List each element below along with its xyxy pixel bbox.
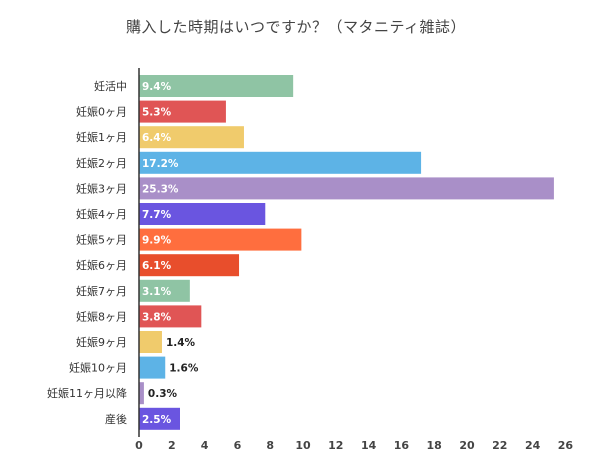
x-tick-label: 20 xyxy=(459,439,475,452)
data-label: 5.3% xyxy=(142,107,172,119)
bar xyxy=(139,203,266,225)
x-tick-label: 14 xyxy=(361,439,377,452)
bar xyxy=(139,279,190,302)
bar xyxy=(139,254,240,277)
data-label: 1.4% xyxy=(166,337,196,349)
bar xyxy=(139,356,166,379)
data-label: 9.4% xyxy=(142,81,172,93)
data-label: 17.2% xyxy=(142,158,179,170)
bar xyxy=(139,151,422,174)
bar xyxy=(139,331,162,353)
x-tick-label: 16 xyxy=(394,439,410,452)
x-tick-label: 4 xyxy=(201,439,209,452)
category-label: 妊娠11ヶ月以降 xyxy=(47,386,127,400)
category-label: 妊娠8ヶ月 xyxy=(76,309,127,323)
x-tick-label: 6 xyxy=(234,439,242,452)
value-labels: 9.4% 5.3% 6.4% 17.2% 25.3% 7.7% 9.9% 6.1% 3.1% 3.… xyxy=(142,81,199,426)
bar xyxy=(139,228,302,251)
x-tick-label: 18 xyxy=(427,439,442,452)
data-label: 25.3% xyxy=(142,183,179,195)
x-tick-label: 24 xyxy=(525,439,541,452)
data-label: 6.1% xyxy=(142,260,172,272)
bar xyxy=(139,75,294,97)
category-label: 妊活中 xyxy=(94,79,127,93)
data-label: 1.6% xyxy=(169,363,199,375)
category-label: 妊娠6ヶ月 xyxy=(76,258,127,272)
x-tick-label: 12 xyxy=(328,439,343,452)
bar xyxy=(139,177,554,200)
category-label: 妊娠1ヶ月 xyxy=(76,130,127,144)
x-tick-label: 22 xyxy=(492,439,507,452)
data-label: 6.4% xyxy=(142,132,172,144)
bar xyxy=(139,126,244,149)
chart-title: 購入した時期はいつですか？（マタニティ雑誌） xyxy=(125,18,467,36)
data-label: 3.8% xyxy=(142,311,172,323)
category-label: 妊娠10ヶ月 xyxy=(69,361,127,375)
x-tick-label: 26 xyxy=(558,439,574,452)
data-label: 2.5% xyxy=(142,414,172,426)
category-label: 産後 xyxy=(105,412,127,426)
bar xyxy=(139,305,202,328)
data-label: 0.3% xyxy=(148,388,178,400)
category-label: 妊娠4ヶ月 xyxy=(76,207,127,221)
category-label: 妊娠0ヶ月 xyxy=(76,105,127,119)
bar xyxy=(139,407,180,430)
category-label: 妊娠9ヶ月 xyxy=(76,335,127,349)
category-label: 妊娠2ヶ月 xyxy=(76,156,127,170)
x-tick-label: 2 xyxy=(168,439,176,452)
category-label: 妊娠3ヶ月 xyxy=(76,181,127,195)
x-axis-ticks: 0 2 4 6 8 10 12 14 16 18 20 22 24 26 xyxy=(135,439,573,452)
bars-group xyxy=(139,75,554,430)
x-tick-label: 0 xyxy=(135,439,143,452)
category-label: 妊娠7ヶ月 xyxy=(76,284,127,298)
data-label: 9.9% xyxy=(142,235,172,247)
x-tick-label: 8 xyxy=(266,439,274,452)
category-label: 妊娠5ヶ月 xyxy=(76,233,127,247)
bar xyxy=(139,382,144,405)
category-labels: 妊活中妊娠0ヶ月妊娠1ヶ月妊娠2ヶ月妊娠3ヶ月妊娠4ヶ月妊娠5ヶ月妊娠6ヶ月妊娠… xyxy=(47,79,127,426)
data-label: 7.7% xyxy=(142,209,172,221)
data-label: 3.1% xyxy=(142,286,172,298)
bar xyxy=(139,100,226,123)
x-tick-label: 10 xyxy=(295,439,311,452)
